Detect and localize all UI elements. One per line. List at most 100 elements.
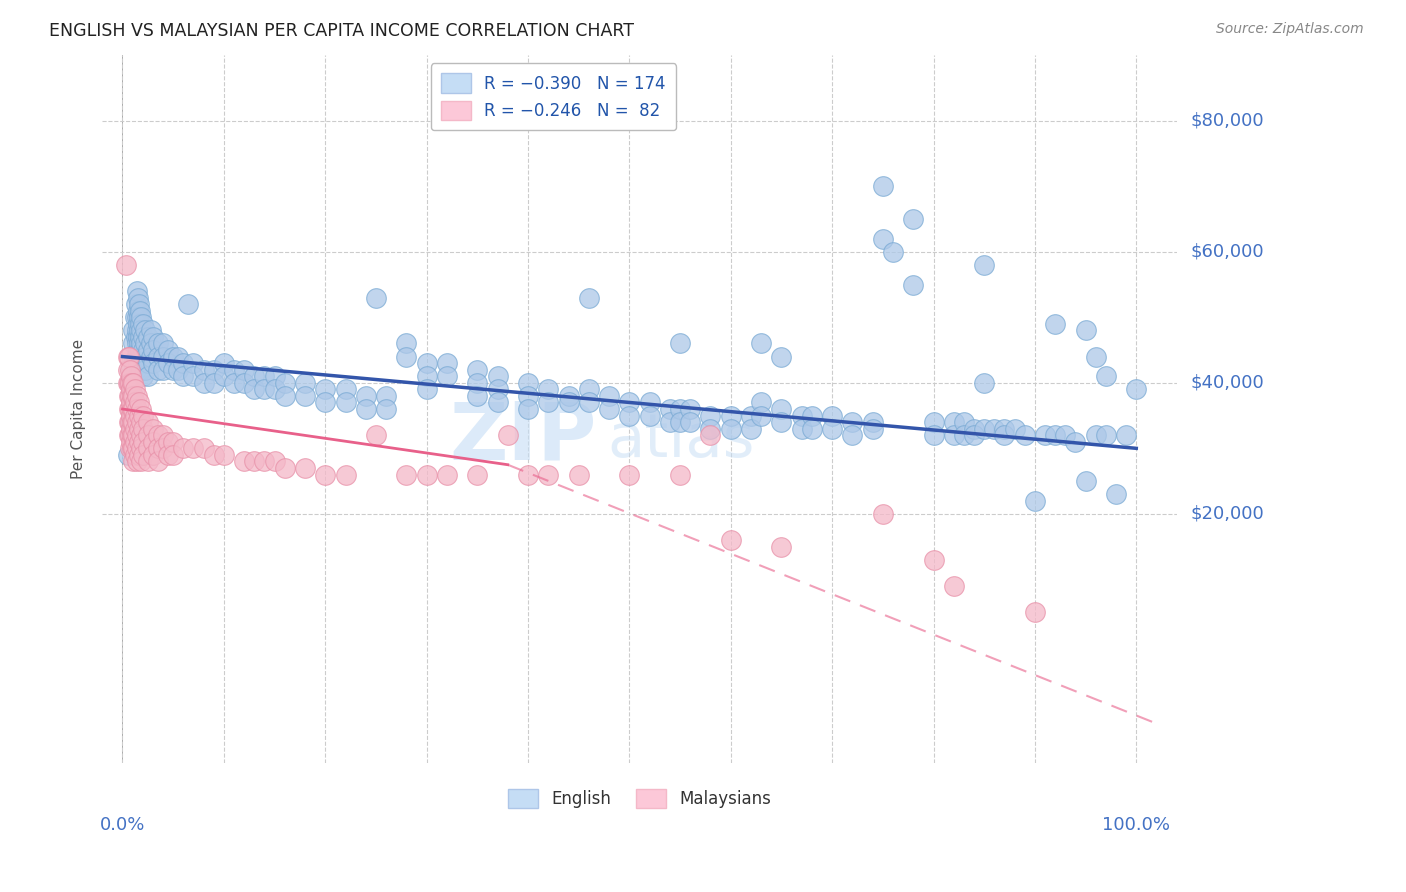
Point [436, 369, 458, 384]
Point [177, 297, 200, 311]
Point [128, 330, 150, 344]
Point [117, 428, 139, 442]
Point [139, 336, 162, 351]
Point [129, 323, 152, 337]
Point [679, 415, 702, 429]
Point [125, 389, 148, 403]
Point [146, 362, 169, 376]
Point [129, 336, 152, 351]
Point [118, 389, 141, 403]
Point [335, 382, 357, 396]
Point [128, 323, 150, 337]
Text: atlas: atlas [607, 411, 755, 470]
Point [415, 356, 437, 370]
Point [127, 317, 149, 331]
Point [253, 382, 276, 396]
Point [142, 343, 165, 357]
Point [172, 369, 194, 384]
Point [1024, 493, 1046, 508]
Point [124, 395, 146, 409]
Point [132, 369, 155, 384]
Point [314, 382, 336, 396]
Point [212, 448, 235, 462]
Text: $60,000: $60,000 [1191, 243, 1264, 260]
Point [132, 356, 155, 370]
Point [578, 395, 600, 409]
Point [212, 369, 235, 384]
Point [202, 376, 225, 390]
Point [517, 467, 540, 482]
Point [118, 362, 141, 376]
Point [127, 356, 149, 370]
Point [294, 376, 316, 390]
Point [1024, 605, 1046, 619]
Point [152, 428, 174, 442]
Point [152, 362, 174, 376]
Point [128, 395, 150, 409]
Point [134, 323, 156, 337]
Point [314, 467, 336, 482]
Point [335, 467, 357, 482]
Point [162, 448, 184, 462]
Point [699, 428, 721, 442]
Point [129, 350, 152, 364]
Point [273, 376, 295, 390]
Point [963, 428, 986, 442]
Point [120, 395, 142, 409]
Point [314, 395, 336, 409]
Point [1084, 428, 1107, 442]
Point [121, 336, 143, 351]
Point [354, 389, 377, 403]
Point [132, 330, 155, 344]
Point [335, 395, 357, 409]
Point [128, 310, 150, 325]
Point [953, 428, 976, 442]
Point [598, 389, 620, 403]
Point [117, 402, 139, 417]
Point [193, 376, 215, 390]
Point [121, 362, 143, 376]
Point [136, 330, 159, 344]
Point [139, 323, 162, 337]
Point [638, 409, 661, 423]
Point [139, 350, 162, 364]
Point [790, 422, 813, 436]
Point [1084, 350, 1107, 364]
Point [117, 415, 139, 429]
Point [973, 258, 995, 272]
Point [243, 369, 266, 384]
Point [790, 409, 813, 423]
Point [124, 330, 146, 344]
Point [486, 382, 509, 396]
Point [118, 415, 141, 429]
Point [669, 467, 692, 482]
Point [125, 402, 148, 417]
Point [146, 350, 169, 364]
Point [669, 415, 692, 429]
Point [537, 395, 560, 409]
Text: 0.0%: 0.0% [100, 816, 145, 834]
Point [121, 389, 143, 403]
Point [128, 409, 150, 423]
Point [465, 362, 488, 376]
Point [942, 415, 965, 429]
Point [568, 467, 591, 482]
Point [129, 415, 152, 429]
Point [364, 428, 387, 442]
Point [121, 442, 143, 456]
Point [134, 336, 156, 351]
Point [125, 428, 148, 442]
Point [121, 402, 143, 417]
Point [486, 395, 509, 409]
Point [1074, 474, 1097, 488]
Text: $20,000: $20,000 [1191, 505, 1264, 523]
Point [922, 415, 945, 429]
Point [638, 395, 661, 409]
Point [142, 448, 165, 462]
Point [233, 376, 256, 390]
Point [233, 454, 256, 468]
Point [517, 389, 540, 403]
Point [129, 428, 152, 442]
Point [193, 442, 215, 456]
Point [124, 422, 146, 436]
